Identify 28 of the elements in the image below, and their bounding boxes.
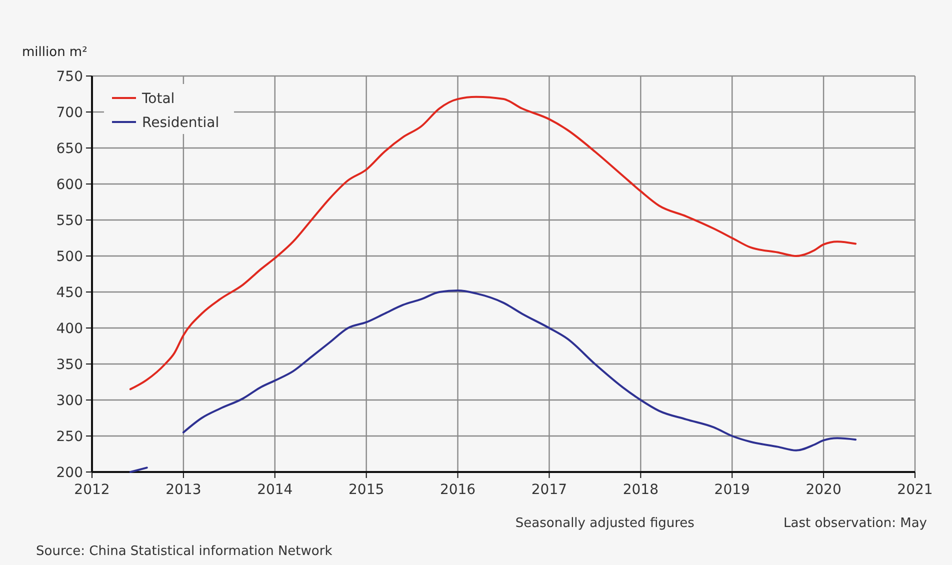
x-tick-label: 2013 [166, 482, 202, 498]
x-tick-label: 2019 [714, 482, 750, 498]
y-tick-label: 550 [56, 212, 83, 229]
y-tick-label: 400 [56, 320, 83, 337]
x-tick-label: 2012 [74, 482, 110, 498]
x-tick-label: 2018 [622, 482, 658, 498]
x-tick-label: 2015 [348, 482, 384, 498]
y-axis-title: million m² [22, 45, 88, 60]
legend-label: Total [141, 90, 175, 107]
x-tick-label: 2021 [897, 482, 933, 498]
legend-label: Residential [142, 114, 220, 131]
x-tick-label: 2016 [440, 482, 476, 498]
x-tick-label: 2017 [531, 482, 568, 498]
y-tick-label: 700 [56, 104, 83, 121]
source-note: Source: China Statistical information Network [36, 544, 333, 559]
text: Seasonally adjusted figures [515, 516, 695, 531]
y-tick-label: 350 [56, 356, 83, 373]
y-tick-label: 600 [56, 176, 83, 193]
y-tick-label: 750 [56, 68, 83, 85]
y-tick-label: 650 [56, 140, 83, 157]
x-tick-label: 2014 [257, 482, 293, 498]
text: Last observation: May [784, 516, 928, 531]
y-tick-label: 450 [56, 284, 83, 301]
y-tick-label: 500 [56, 248, 83, 265]
x-tick-label: 2020 [806, 482, 842, 498]
y-tick-label: 250 [56, 428, 83, 445]
y-tick-label: 300 [56, 392, 83, 409]
y-tick-label: 200 [56, 464, 83, 481]
